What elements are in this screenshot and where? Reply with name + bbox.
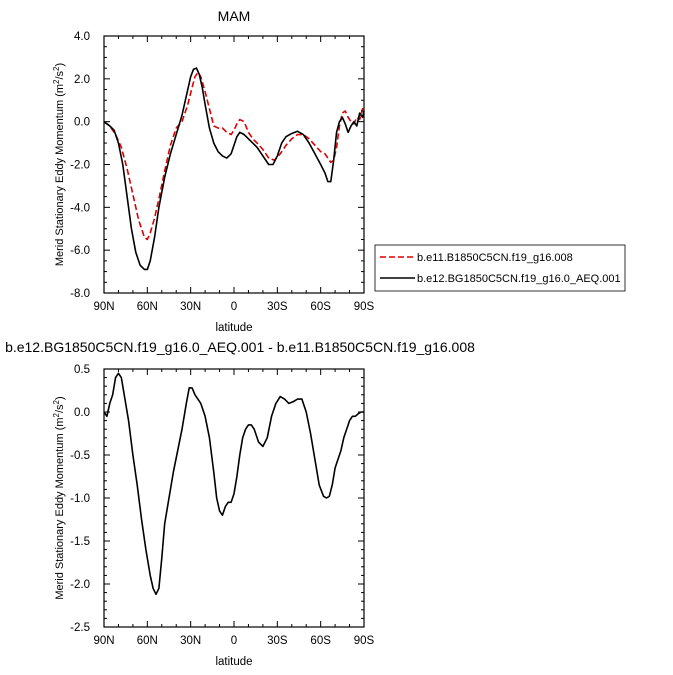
series-line-2: [103, 67, 365, 271]
legend: b.e11.B1850C5CN.f19_g16.008 b.e12.BG1850C…: [374, 244, 626, 292]
y-tick-label: -0.5: [70, 450, 90, 462]
x-tick-label: 30S: [267, 301, 288, 313]
y-tick-label: -2.5: [70, 622, 90, 634]
y-axis-label-part: 2: [52, 66, 61, 71]
y-tick-label: -4.0: [70, 202, 90, 214]
x-tick-label: 60S: [310, 301, 331, 313]
y-tick-label: -2.0: [70, 579, 90, 591]
panel-top-chart: MAM 90N 60N 30N 0 30S 60S 90S latitude -8.0 -6.0 -4…: [52, 8, 375, 334]
y-axis-label: Merid Stationary Eddy Momentum (m2/s2): [52, 63, 66, 266]
x-tick-label: 90S: [354, 635, 375, 647]
y-axis-label-part: ): [54, 63, 66, 67]
legend-box: [374, 244, 626, 292]
y-axis-label-part: 2: [52, 79, 61, 84]
y-axis-label-part: Merid Stationary Eddy Momentum (m: [54, 417, 66, 599]
plot-frame: [103, 35, 365, 294]
chart-title: MAM: [218, 8, 251, 24]
chart-title: b.e12.BG1850C5CN.f19_g16.0_AEQ.001 - b.e…: [5, 339, 475, 355]
x-tick-label: 60N: [137, 301, 158, 313]
x-tick-label: 30S: [267, 635, 288, 647]
legend-label-1: b.e11.B1850C5CN.f19_g16.008: [417, 252, 573, 264]
x-tick-label: 90S: [354, 301, 375, 313]
legend-label-2: b.e12.BG1850C5CN.f19_g16.0_AEQ.001: [417, 273, 621, 285]
x-axis-label: latitude: [215, 656, 252, 668]
y-tick-label: -6.0: [70, 245, 90, 257]
x-tick-label: 90N: [93, 301, 114, 313]
y-axis-label-part: ): [54, 396, 66, 400]
y-tick-label: 2.0: [74, 74, 90, 86]
y-tick-label: 4.0: [74, 31, 90, 43]
y-tick-label: -8.0: [70, 288, 90, 300]
y-axis-label-part: /s: [54, 404, 66, 413]
x-axis-label: latitude: [215, 322, 252, 334]
x-tick-label: 0: [231, 301, 237, 313]
panel-bottom-chart: b.e12.BG1850C5CN.f19_g16.0_AEQ.001 - b.e…: [5, 339, 475, 668]
y-tick-label: 0.0: [74, 407, 90, 419]
y-tick-label: 0.5: [74, 364, 90, 376]
y-axis-label-part: 2: [52, 399, 61, 404]
y-axis-label: Merid Stationary Eddy Momentum (m2/s2): [52, 396, 66, 599]
y-axis-label-part: Merid Stationary Eddy Momentum (m: [54, 84, 66, 266]
series-line-1: [103, 71, 365, 241]
x-tick-label: 30N: [180, 301, 201, 313]
y-tick-label: -1.5: [70, 536, 90, 548]
x-tick-label: 30N: [180, 635, 201, 647]
y-tick-label: -2.0: [70, 160, 90, 172]
y-axis-label-part: /s: [54, 70, 66, 79]
x-tick-label: 90N: [93, 635, 114, 647]
x-tick-label: 60S: [310, 635, 331, 647]
y-tick-label: -1.0: [70, 493, 90, 505]
series-line-1: [103, 372, 364, 596]
x-tick-label: 60N: [137, 635, 158, 647]
x-tick-label: 0: [231, 635, 237, 647]
y-tick-label: 0.0: [74, 117, 90, 129]
y-axis-label-part: 2: [52, 412, 61, 417]
